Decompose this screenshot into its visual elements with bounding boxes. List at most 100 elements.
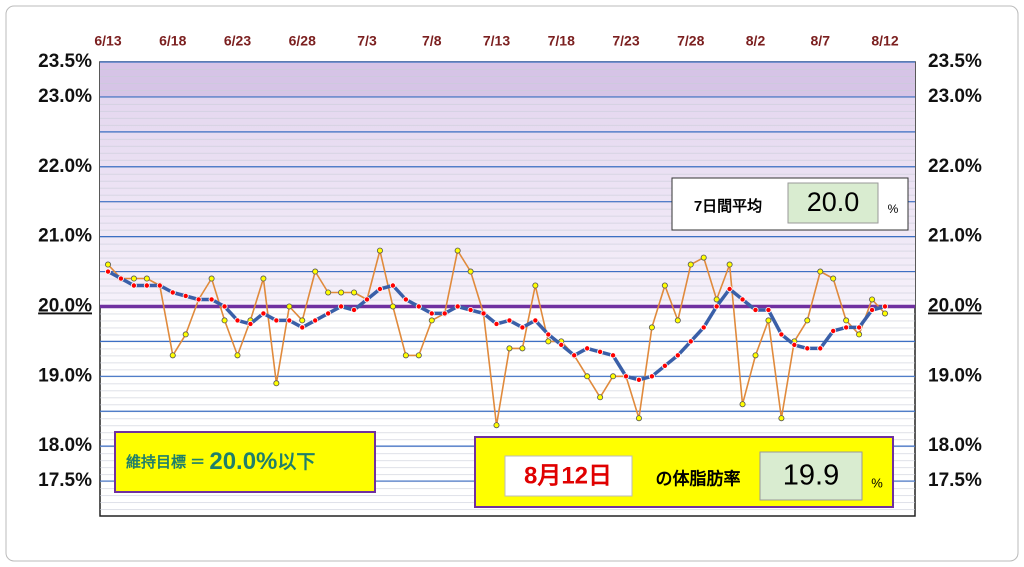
point [415,352,422,359]
point [584,345,591,352]
point [351,306,358,313]
y-tick-label: 21.0% [38,226,92,247]
box [787,182,879,224]
point [454,247,461,254]
y-tick-label: 17.5% [928,470,982,491]
point [869,306,876,313]
point [648,324,655,331]
labels: 23.5% 23.5% 23.0% 23.0% 22.0% 22.0% 21.0% 21.0%… [38,33,982,491]
point [273,380,280,387]
point [234,317,241,324]
point [739,296,746,303]
point [765,306,772,313]
point [610,352,617,359]
point [597,394,604,401]
point [869,296,876,303]
point [519,324,526,331]
point [765,317,772,324]
point [635,415,642,422]
goal-prefix: 維持目標 ＝ [126,453,209,471]
box [114,431,376,493]
box [759,451,863,501]
point [402,296,409,303]
point [312,268,319,275]
point [156,282,163,289]
point [856,331,863,338]
point [143,282,150,289]
point [610,373,617,380]
point [700,324,707,331]
x-tick-label: 7/23 [612,33,639,49]
point [674,352,681,359]
point [273,317,280,324]
point [856,324,863,331]
y-tick-label: 19.0% [928,365,982,386]
y-tick-label: 20.0% [928,295,982,316]
y-tick-label: 18.0% [38,435,92,456]
avg-unit: % [888,202,899,216]
point [428,317,435,324]
date: 8月12日 [524,462,612,489]
point [661,282,668,289]
point [700,254,707,261]
point [338,289,345,296]
x-tick-label: 6/28 [289,33,316,49]
y-tick-label: 22.0% [38,156,92,177]
point [804,345,811,352]
point [467,306,474,313]
avg-label: 7日間平均 [694,197,762,215]
goal-value: 20.0% [209,448,277,475]
point [713,303,720,310]
point [105,261,112,268]
y-tick-label: 23.0% [928,86,982,107]
point [597,348,604,355]
avg-value: 20.0 [807,187,860,217]
x-tick-label: 6/23 [224,33,251,49]
x-tick-label: 7/13 [483,33,510,49]
point [130,282,137,289]
point [830,275,837,282]
y-tick-label: 21.0% [928,226,982,247]
point [713,296,720,303]
point [778,331,785,338]
point [221,303,228,310]
point [791,341,798,348]
x-tick-label: 7/8 [422,33,442,49]
point [739,401,746,408]
point [169,289,176,296]
point [726,285,733,292]
marks [105,247,889,429]
y-tick-label: 20.0% [38,295,92,316]
point [532,282,539,289]
point [182,331,189,338]
point [558,341,565,348]
point [674,317,681,324]
point [441,310,448,317]
point [506,345,513,352]
goal-box: 維持目標 ＝ 20.0%以下 [114,431,376,493]
point [143,275,150,282]
y-tick-label: 22.0% [928,156,982,177]
point [545,338,552,345]
point [830,327,837,334]
point [843,317,850,324]
point [687,338,694,345]
today-box: 8月12日 の体脂肪率 19.9 % [474,436,894,508]
x-tick-label: 8/2 [746,33,766,49]
y-tick-label: 19.0% [38,365,92,386]
y-tick-label: 23.5% [928,51,982,72]
point [389,303,396,310]
point [843,324,850,331]
point [208,275,215,282]
point [325,289,332,296]
x-tick-label: 8/12 [871,33,898,49]
x-tick-label: 6/18 [159,33,186,49]
y-tick-label: 17.5% [38,470,92,491]
point [778,415,785,422]
point [506,317,513,324]
point [376,285,383,292]
box [504,455,633,497]
point [817,268,824,275]
point [182,292,189,299]
